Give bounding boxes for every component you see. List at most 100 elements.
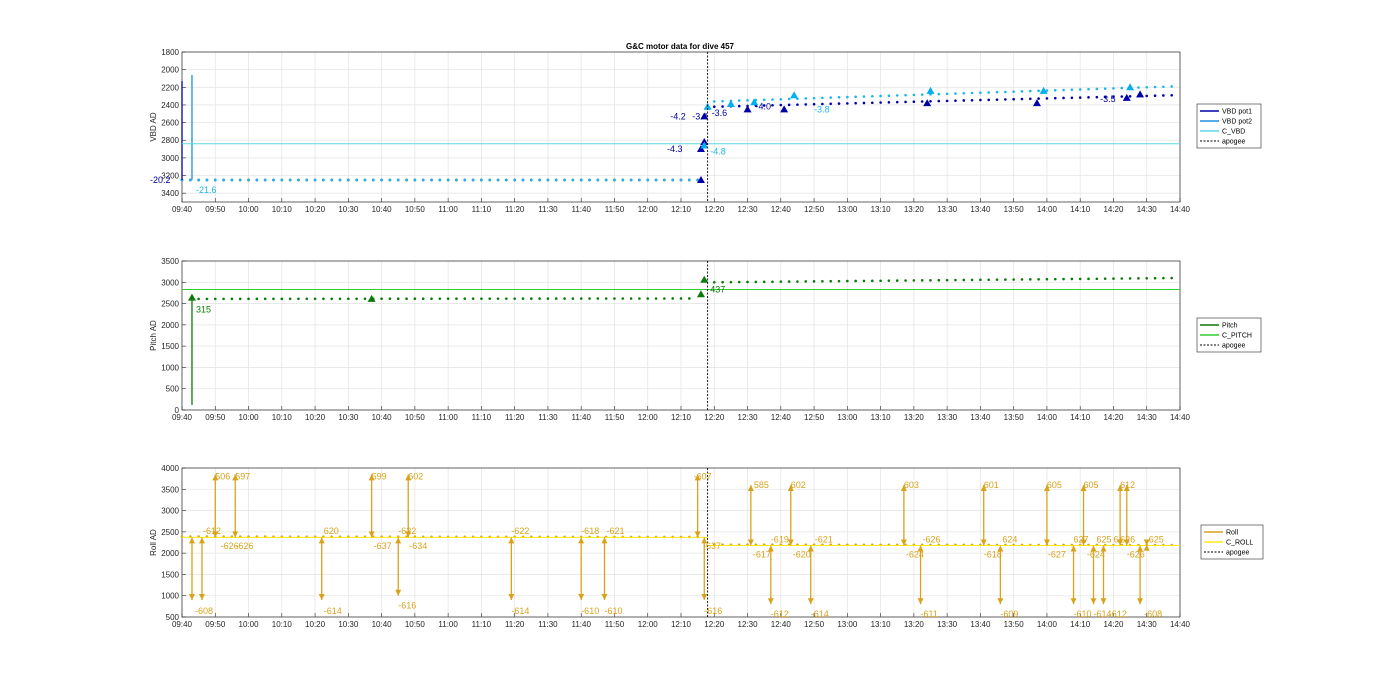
legend-label: apogee [1226,550,1249,557]
data-point [829,102,832,106]
y-tick-label: 2600 [161,119,179,128]
data-point [1145,276,1149,280]
triangle-marker [700,138,709,145]
data-point [629,178,633,182]
legend-label: C_VBD [1222,129,1245,136]
roll-arrowhead [1100,598,1107,605]
roll-arrowhead [1100,545,1107,552]
data-point [1078,277,1082,281]
data-point [746,99,749,102]
data-point [463,297,467,300]
data-point [238,297,242,301]
x-tick-label: 10:40 [372,205,393,214]
roll-arrowhead [1137,545,1144,552]
data-point [1053,96,1057,100]
roll-arrowhead [232,474,239,481]
data-point [787,103,791,107]
data-point [987,278,991,282]
data-point [197,178,200,182]
data-point [920,100,924,103]
data-point [929,278,932,282]
roll-arrowhead [767,545,774,552]
data-point [421,178,425,182]
roll-arrowhead [997,598,1004,605]
data-point [1137,277,1140,280]
data-point [1020,90,1024,93]
data-point [297,178,300,182]
roll-arrowhead [198,537,205,544]
data-point [538,297,541,300]
legend-label: C_ROLL [1226,540,1253,547]
data-point [1045,277,1049,281]
triangle-marker [700,112,709,120]
data-point [846,102,849,105]
data-point [505,178,508,182]
x-tick-label: 11:10 [472,620,492,629]
data-point [280,297,284,301]
x-tick-label: 10:50 [405,413,426,422]
legend-label: C_PITCH [1222,333,1252,340]
data-point [854,279,857,283]
value-annotation: 625 [1149,534,1164,544]
data-point [488,178,492,182]
data-point [396,297,400,301]
value-annotation: 624 [1002,534,1017,544]
data-point [305,178,309,182]
data-point [596,297,600,300]
triangle-marker [187,293,196,301]
data-point [796,280,799,283]
data-point [987,91,991,94]
data-point [413,178,417,182]
value-annotation: -637 [703,541,721,551]
data-point [646,297,650,300]
data-point [721,280,724,284]
data-point [821,102,824,106]
data-point [554,178,558,182]
data-point [1103,95,1107,99]
x-tick-label: 12:10 [671,205,692,214]
data-point [954,92,957,95]
data-point [787,280,791,283]
y-tick-label: 1500 [161,342,179,351]
x-tick-label: 12:30 [738,413,759,422]
data-point [1103,277,1107,280]
data-point [1062,96,1065,100]
data-point [1037,97,1040,100]
data-point [263,178,267,182]
data-point [887,101,891,104]
data-point [471,178,475,182]
data-point [771,98,774,101]
data-point [1095,277,1099,281]
data-point [213,297,217,301]
y-tick-label: 2200 [161,83,179,92]
data-point [962,278,966,282]
data-point [929,100,932,103]
roll-arrowhead [694,531,701,538]
x-tick-label: 11:50 [605,413,625,422]
data-point [945,99,949,103]
value-annotation: -621 [606,526,624,536]
data-point [338,178,342,182]
value-annotation: -611 [921,609,938,619]
data-point [455,297,458,300]
data-point [396,178,400,182]
x-tick-label: 13:10 [871,205,892,214]
data-point [837,279,841,283]
value-annotation: -619 [771,534,789,544]
data-point [596,178,600,182]
data-point [846,279,849,283]
value-annotation: 603 [904,480,919,490]
data-point [613,297,616,300]
data-point [513,297,516,300]
x-tick-label: 14:20 [1103,205,1124,214]
value-annotation: -626 [1127,549,1145,559]
data-point [1070,96,1074,100]
y-tick-label: 500 [166,385,180,394]
data-point [205,178,209,182]
value-annotation: -4.8 [710,147,726,157]
data-point [987,98,991,102]
data-point [945,278,949,282]
roll-arrowhead [395,537,402,544]
x-tick-label: 14:30 [1137,620,1158,629]
